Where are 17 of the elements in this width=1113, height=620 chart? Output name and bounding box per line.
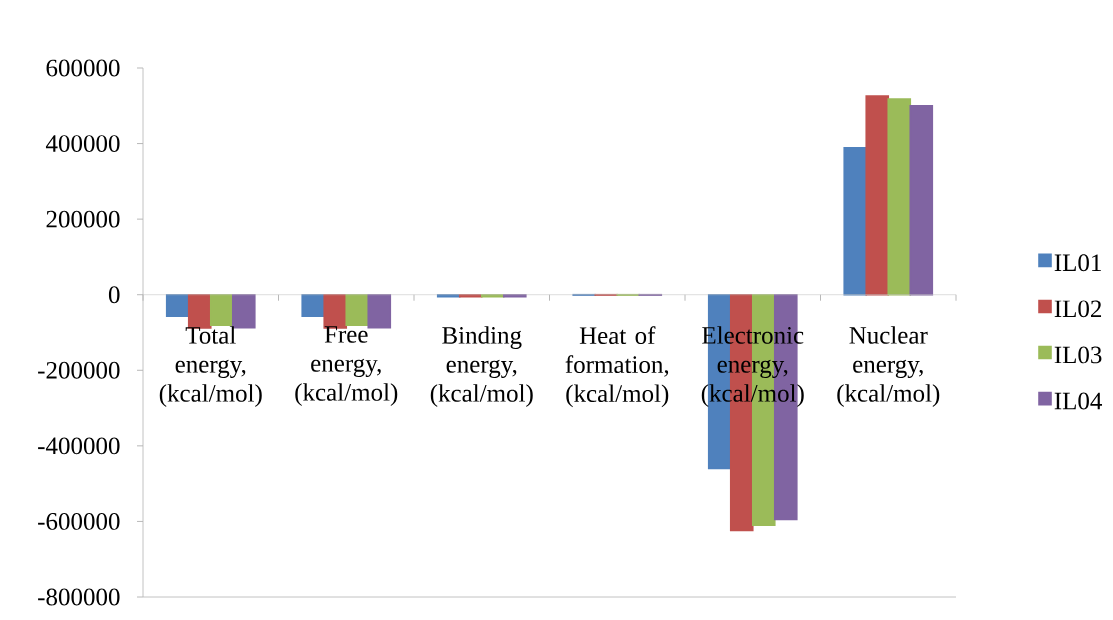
legend-label: IL03 — [1054, 346, 1102, 364]
x-tick-label: Heat of formation, (kcal/mol) — [565, 326, 669, 408]
legend-label: IL04 — [1054, 392, 1103, 410]
x-tick-label: Binding energy, (kcal/mol) — [430, 326, 533, 407]
y-tick-label: 0 — [108, 286, 120, 304]
y-tick-label: 600000 — [46, 59, 120, 77]
y-tick-label: -400000 — [38, 437, 120, 455]
y-tick-label: 400000 — [45, 135, 120, 153]
x-tick-label: Free energy, (kcal/mol) — [295, 326, 398, 406]
x-tick-label: Total energy, (kcal/mol) — [159, 326, 262, 407]
legend-label: IL02 — [1054, 300, 1102, 318]
y-tick-label: -600000 — [38, 512, 120, 530]
y-tick-label: -200000 — [38, 361, 120, 379]
y-tick-label: -800000 — [38, 588, 120, 606]
x-tick-label: Nuclear energy, (kcal/mol) — [837, 326, 940, 407]
legend-label: IL01 — [1054, 254, 1101, 272]
y-tick-label: 200000 — [46, 210, 120, 228]
